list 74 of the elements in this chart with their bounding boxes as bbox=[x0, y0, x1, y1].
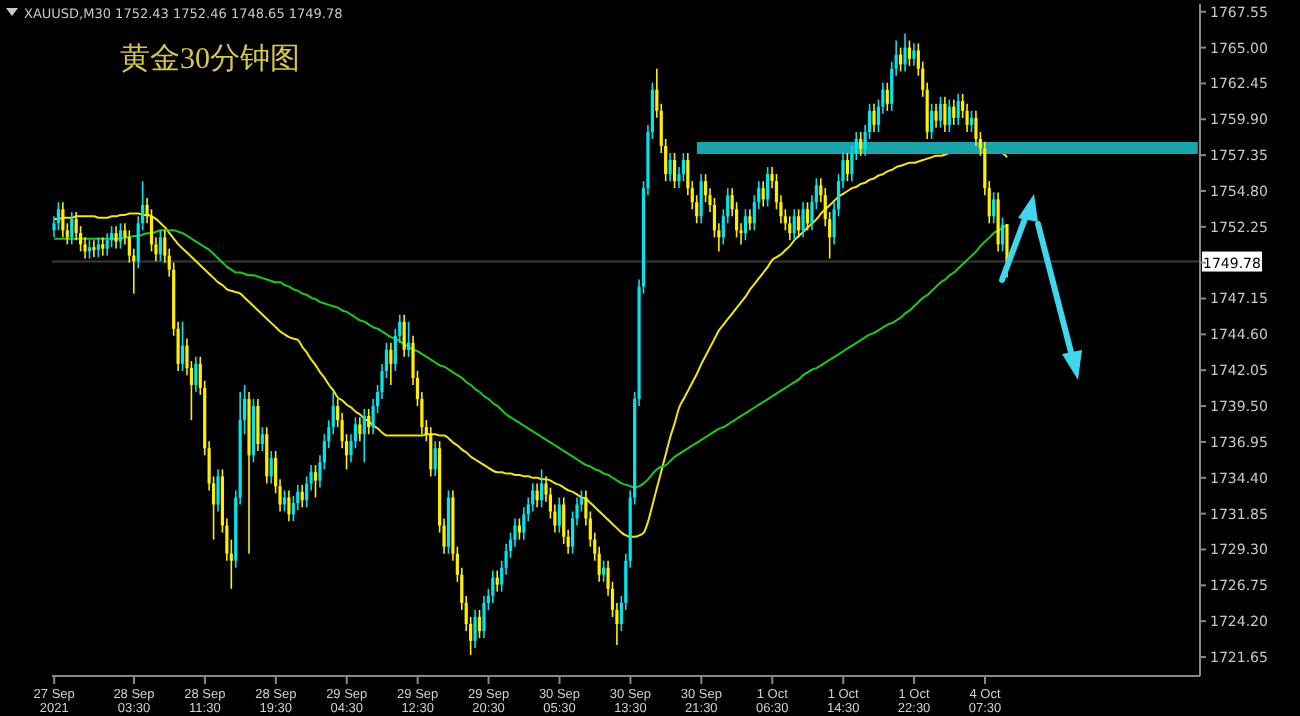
candlestick bbox=[872, 103, 876, 133]
candlestick bbox=[952, 98, 956, 126]
candlestick bbox=[105, 232, 109, 257]
candlestick bbox=[402, 313, 406, 358]
candlestick bbox=[216, 468, 220, 513]
candlestick bbox=[703, 173, 708, 204]
candlestick bbox=[748, 208, 752, 232]
candlestick bbox=[358, 416, 362, 443]
candlestick bbox=[903, 32, 907, 73]
candlestick bbox=[761, 180, 765, 208]
candlestick bbox=[495, 569, 499, 593]
candlestick bbox=[801, 201, 805, 239]
candlestick bbox=[797, 208, 801, 239]
candlestick bbox=[539, 468, 544, 509]
candlestick bbox=[743, 208, 748, 241]
candlestick bbox=[491, 569, 495, 604]
candlestick bbox=[260, 426, 264, 452]
candlestick bbox=[992, 191, 996, 225]
candlestick bbox=[313, 464, 318, 499]
candlestick bbox=[194, 356, 198, 393]
candlestick bbox=[943, 95, 947, 133]
candlestick bbox=[256, 398, 260, 452]
candlestick bbox=[668, 152, 672, 182]
candlestick bbox=[885, 81, 889, 112]
candlestick bbox=[282, 489, 287, 513]
candlestick bbox=[845, 152, 850, 182]
candlestick bbox=[788, 215, 792, 241]
text: 黄金30分钟图 bbox=[120, 42, 300, 76]
candlestick bbox=[482, 595, 486, 639]
candlestick bbox=[473, 609, 477, 649]
candlestick bbox=[92, 239, 96, 258]
candlestick bbox=[859, 131, 863, 157]
candlestick bbox=[433, 440, 437, 478]
candlestick bbox=[699, 173, 703, 225]
candlestick bbox=[766, 166, 770, 208]
candlestick bbox=[930, 103, 934, 140]
candlestick bbox=[1000, 216, 1005, 253]
candlestick bbox=[367, 408, 371, 435]
candlestick bbox=[996, 191, 1000, 253]
candlestick bbox=[389, 342, 393, 386]
candlestick bbox=[938, 95, 943, 129]
candlestick bbox=[429, 426, 433, 478]
candlestick bbox=[535, 482, 539, 509]
candlestick bbox=[531, 482, 535, 513]
candlestick bbox=[517, 517, 522, 541]
candlestick bbox=[681, 152, 686, 182]
candlestick bbox=[87, 239, 92, 260]
candlestick bbox=[672, 152, 677, 189]
candlestick bbox=[477, 609, 482, 639]
candlestick bbox=[362, 408, 366, 464]
candlestick bbox=[61, 201, 65, 239]
candlestick bbox=[406, 320, 411, 358]
candlestick bbox=[96, 236, 100, 258]
candlestick bbox=[269, 450, 273, 485]
candlestick bbox=[180, 320, 185, 372]
candlestick bbox=[805, 201, 810, 232]
candlestick bbox=[118, 222, 123, 250]
candlestick bbox=[956, 93, 960, 126]
candlestick bbox=[56, 201, 61, 232]
candlestick bbox=[602, 559, 606, 583]
candlestick bbox=[101, 236, 105, 257]
candlestick bbox=[114, 225, 118, 250]
candlestick bbox=[912, 42, 916, 67]
candlestick bbox=[287, 489, 291, 523]
candlestick bbox=[934, 103, 938, 129]
candlestick bbox=[792, 208, 796, 241]
candlestick bbox=[265, 426, 269, 485]
candlestick bbox=[907, 39, 912, 67]
candlestick bbox=[969, 110, 974, 133]
candlestick bbox=[110, 225, 114, 249]
candlestick bbox=[947, 98, 951, 133]
candlestick bbox=[158, 229, 162, 263]
candlestick bbox=[557, 496, 561, 534]
candlestick bbox=[70, 211, 74, 246]
